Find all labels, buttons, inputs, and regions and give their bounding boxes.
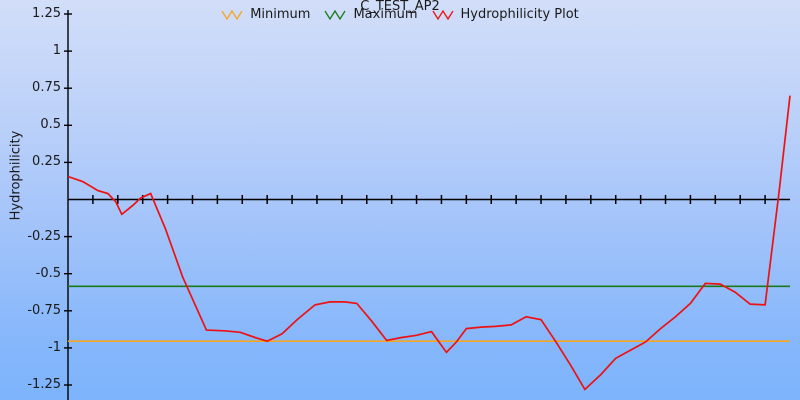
- y-axis-tick-label: -0.75: [27, 302, 61, 318]
- legend-label-minimum: Minimum: [250, 7, 311, 22]
- axis-group: [64, 10, 790, 400]
- y-axis-ticks: [64, 13, 72, 386]
- chart-title: C_TEST_AP2: [360, 0, 440, 14]
- series-group: [67, 95, 791, 391]
- legend-label-hydrophilicity-plot: Hydrophilicity Plot: [460, 7, 579, 22]
- y-axis-tick-label: 1.25: [32, 6, 61, 21]
- y-axis-tick-label: 1: [52, 43, 61, 59]
- legend-item-minimum[interactable]: Minimum: [221, 8, 310, 21]
- y-axis-tick-label: -1: [48, 339, 61, 355]
- zigzag-line-icon: [431, 9, 454, 21]
- legend-item-hydrophilicity-plot[interactable]: Hydrophilicity Plot: [431, 7, 579, 22]
- legend-label-maximum: Maximum: [353, 7, 418, 22]
- y-axis-tick-label: 0.5: [40, 117, 61, 133]
- series-hydrophilicity-plot-line: [67, 95, 791, 391]
- zigzag-line-icon: [221, 9, 243, 21]
- y-axis-tick-label: 0.25: [32, 154, 61, 170]
- zigzag-line-icon: [324, 9, 347, 21]
- y-axis-tick-label: 0.75: [32, 80, 61, 96]
- chart-legend: Minimum Maximum Hydrophilicity Plot: [0, 8, 800, 21]
- legend-item-maximum[interactable]: Maximum: [324, 7, 418, 22]
- y-axis-tick-label: -0.25: [27, 228, 61, 244]
- y-axis-tick-label: -1.25: [27, 377, 61, 392]
- x-axis-ticks: [92, 195, 766, 204]
- y-axis-tick-label: -0.5: [35, 265, 61, 281]
